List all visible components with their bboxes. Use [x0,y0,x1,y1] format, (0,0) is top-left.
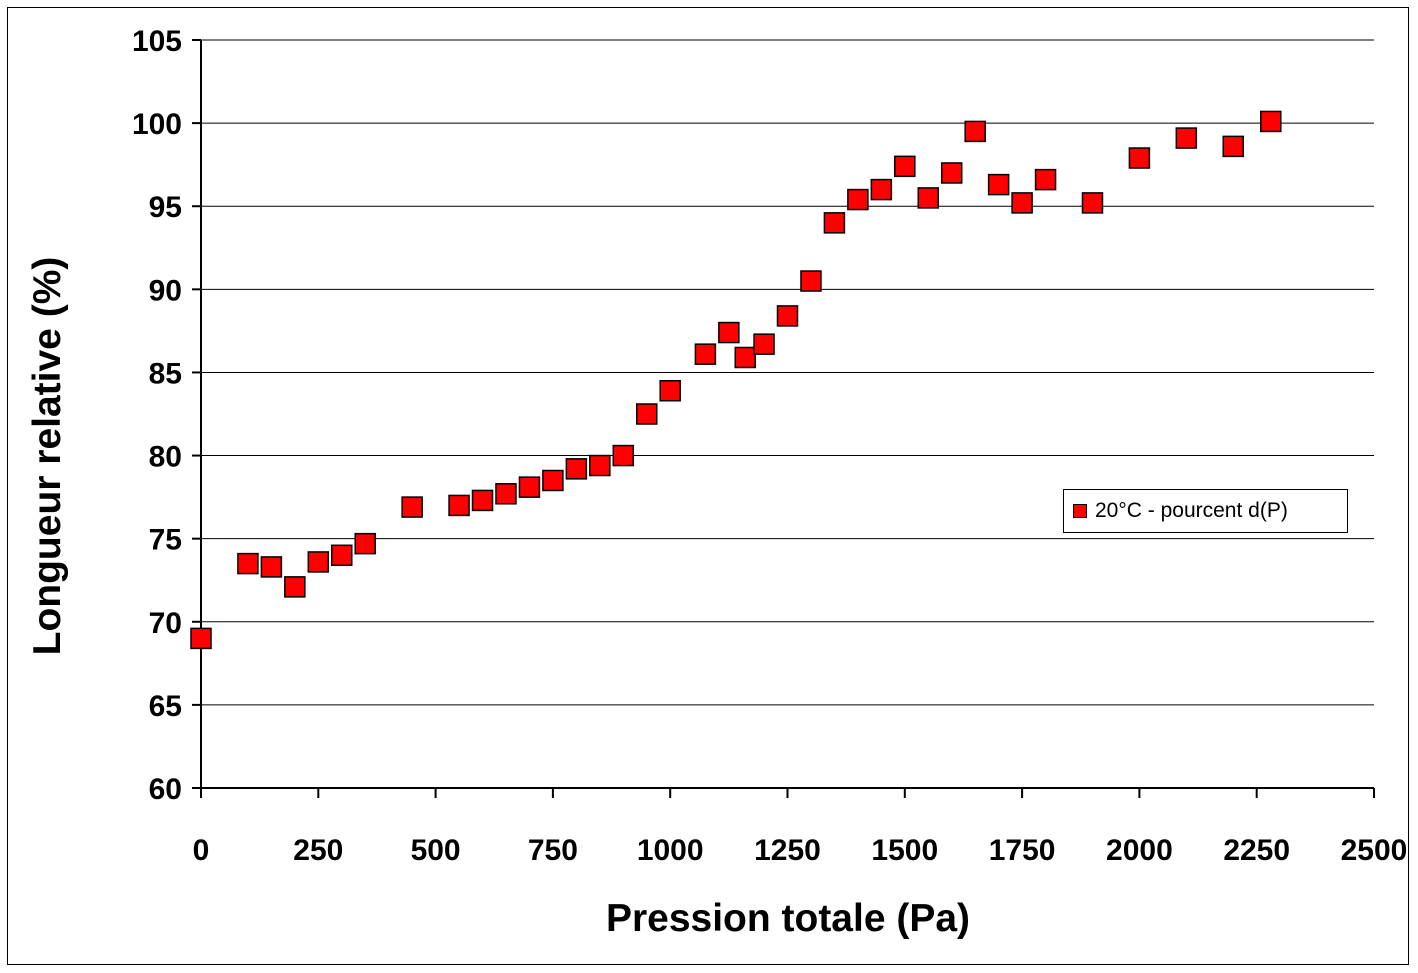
data-point [565,458,588,480]
legend-label: 20°C - pourcent d(P) [1095,499,1288,522]
y-tick-label: 75 [149,524,182,557]
data-point [800,270,822,292]
x-axis-title: Pression totale (Pa) [606,897,970,940]
y-axis-title: Longueur relative (%) [26,257,69,656]
data-point [917,187,940,209]
data-point [237,552,259,575]
data-point [1081,192,1104,214]
x-tick-label: 1000 [637,834,704,867]
data-point [734,346,757,369]
data-point [987,173,1010,196]
data-points [190,110,1282,650]
x-tick-label: 2500 [1341,834,1408,867]
y-tick-label: 80 [149,441,182,474]
data-point [894,155,916,178]
x-tick-label: 500 [411,834,461,867]
data-point [401,496,423,518]
data-point [847,188,869,211]
data-point [612,444,635,467]
y-tick-label: 70 [149,607,182,640]
data-point [964,120,986,143]
x-tick-label: 0 [193,834,210,867]
grid-layer [201,39,1374,706]
data-point [659,379,681,402]
data-point [471,489,494,512]
axis-layer [192,39,1375,798]
data-point [518,476,541,498]
data-point [718,321,740,344]
data-point [1260,110,1282,133]
y-tick-label: 60 [149,773,182,806]
data-point [331,544,353,567]
data-point [1175,127,1198,149]
data-point [542,469,564,492]
x-tick-label: 250 [293,834,343,867]
data-point [753,333,775,355]
data-point [776,305,799,327]
data-point [1034,168,1057,191]
data-point [448,494,470,517]
x-tick-label: 750 [528,834,578,867]
chart-frame [7,7,1409,965]
x-tick-label: 2250 [1223,834,1290,867]
data-point [635,403,658,425]
data-point [1128,147,1151,169]
data-point [260,556,283,578]
data-point [1011,192,1033,214]
y-tick-label: 85 [149,357,182,390]
y-tick-labels: 60 65 70 75 80 85 90 95 100 105 [132,25,182,806]
data-point [1222,135,1244,158]
data-point [870,178,893,201]
data-point [495,483,517,505]
data-point [940,162,963,184]
data-point [190,627,212,650]
legend: 20°C - pourcent d(P) [1063,489,1348,533]
y-tick-label: 100 [132,108,182,141]
x-tick-label: 1750 [989,834,1056,867]
x-tick-label: 1250 [754,834,821,867]
y-tick-label: 105 [132,25,182,58]
data-point [307,551,330,573]
legend-marker-icon [1073,504,1087,518]
data-point [823,212,846,234]
y-tick-label: 95 [149,191,182,224]
x-tick-label: 2000 [1106,834,1173,867]
data-point [354,532,376,555]
y-tick-label: 90 [149,274,182,307]
y-tick-label: 65 [149,690,182,723]
x-tick-labels: 0 250 500 750 1000 1250 1500 1750 2000 2250 2500 [193,834,1408,867]
x-tick-label: 1500 [871,834,938,867]
data-point [694,343,717,365]
data-point [589,454,611,477]
data-point [284,576,306,598]
